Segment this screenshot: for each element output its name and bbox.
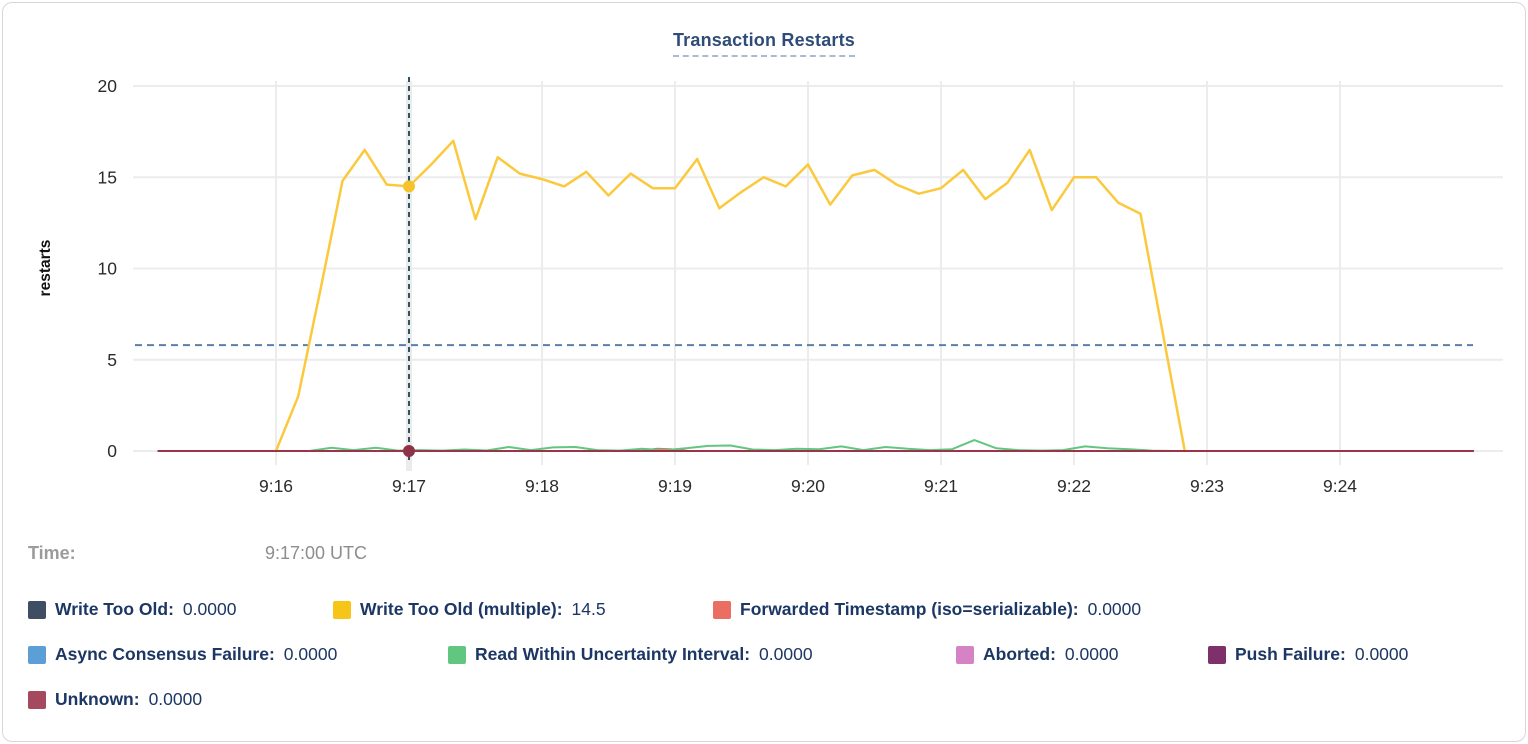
series-line-write-too-old-multiple <box>274 139 1187 453</box>
legend-item-write-too-old: Write Too Old: 0.0000 <box>28 599 333 620</box>
legend-item-push-failure: Push Failure: 0.0000 <box>1208 644 1408 665</box>
x-tick-label: 9:21 <box>924 476 958 496</box>
legend-value: 0.0000 <box>1064 644 1119 664</box>
chart-legend: Write Too Old: 0.0000 Write Too Old (multi… <box>28 587 1517 722</box>
legend-label: Unknown: <box>55 689 140 709</box>
y-tick-label: 5 <box>107 350 117 370</box>
series-lines <box>157 139 1474 453</box>
legend-swatch-icon <box>28 690 46 709</box>
legend-label: Write Too Old (multiple): <box>360 599 563 619</box>
x-tick-label: 9:20 <box>791 476 825 496</box>
legend-item-async-consensus-failure: Async Consensus Failure: 0.0000 <box>28 644 448 665</box>
series-line-read-within-uncertainty-interval <box>308 439 1175 452</box>
legend-swatch-icon <box>448 645 466 664</box>
y-tick-label: 10 <box>98 259 118 279</box>
legend-swatch-icon <box>28 645 46 664</box>
legend-swatch-icon <box>333 600 351 619</box>
legend-value: 0.0000 <box>148 689 203 709</box>
legend-label: Forwarded Timestamp (iso=serializable): <box>740 599 1079 619</box>
legend-item-read-within-uncertainty-interval: Read Within Uncertainty Interval: 0.0000 <box>448 644 956 665</box>
legend-value: 0.0000 <box>182 599 237 619</box>
chart-title[interactable]: Transaction Restarts <box>672 30 856 57</box>
x-tick-label: 9:23 <box>1190 476 1224 496</box>
x-tick-label: 9:22 <box>1057 476 1091 496</box>
legend-item-forwarded-timestamp-iso-serializable: Forwarded Timestamp (iso=serializable): 0… <box>713 599 1141 620</box>
crosshair-dot-write-too-old-multiple <box>403 180 415 193</box>
legend-label: Aborted: <box>983 644 1056 664</box>
legend-value: 14.5 <box>571 599 606 619</box>
legend-label: Write Too Old: <box>55 599 174 619</box>
x-tick-label: 9:19 <box>658 476 692 496</box>
legend-item-aborted: Aborted: 0.0000 <box>956 644 1208 665</box>
legend-value: 0.0000 <box>1087 599 1142 619</box>
legend-value: 0.0000 <box>759 644 813 664</box>
x-tick-label: 9:18 <box>525 476 559 496</box>
legend-label: Push Failure: <box>1235 644 1346 664</box>
legend-value: 0.0000 <box>1354 644 1409 664</box>
legend-swatch-icon <box>1208 645 1226 664</box>
legend-row: Async Consensus Failure: 0.0000 Read Withi… <box>28 632 1517 677</box>
x-tick-label: 9:17 <box>392 476 426 496</box>
y-tick-label: 0 <box>107 441 117 461</box>
hover-time-row: Time: 9:17:00 UTC <box>28 543 367 564</box>
crosshair-group <box>403 77 415 463</box>
legend-label: Read Within Uncertainty Interval: <box>475 644 751 664</box>
chart-header: Transaction Restarts <box>3 30 1525 57</box>
legend-value: 0.0000 <box>283 644 338 664</box>
gridlines <box>133 81 1503 471</box>
time-value: 9:17:00 UTC <box>265 543 368 563</box>
legend-label: Async Consensus Failure: <box>55 644 275 664</box>
legend-swatch-icon <box>28 600 46 619</box>
y-tick-label: 20 <box>98 76 118 96</box>
legend-row: Write Too Old: 0.0000 Write Too Old (multi… <box>28 587 1517 632</box>
x-tick-label: 9:24 <box>1323 476 1357 496</box>
legend-item-unknown: Unknown: 0.0000 <box>28 689 202 710</box>
x-tick-label: 9:16 <box>259 476 293 496</box>
legend-swatch-icon <box>956 645 974 664</box>
axis-labels: 9:16 9:17 9:18 9:19 9:20 9:21 9:22 9:23 9:24 0 5 10… <box>37 76 1357 496</box>
crosshair-dot-unknown <box>403 445 415 457</box>
y-tick-label: 15 <box>98 167 117 187</box>
legend-row: Unknown: 0.0000 <box>28 677 1517 722</box>
legend-item-write-too-old-multiple: Write Too Old (multiple): 14.5 <box>333 599 713 620</box>
legend-swatch-icon <box>713 600 731 619</box>
time-label: Time: <box>28 543 76 563</box>
transaction-restarts-chart[interactable]: 9:16 9:17 9:18 9:19 9:20 9:21 9:22 9:23 9:24 0 5 10… <box>3 3 1526 515</box>
y-axis-title: restarts <box>37 240 54 297</box>
